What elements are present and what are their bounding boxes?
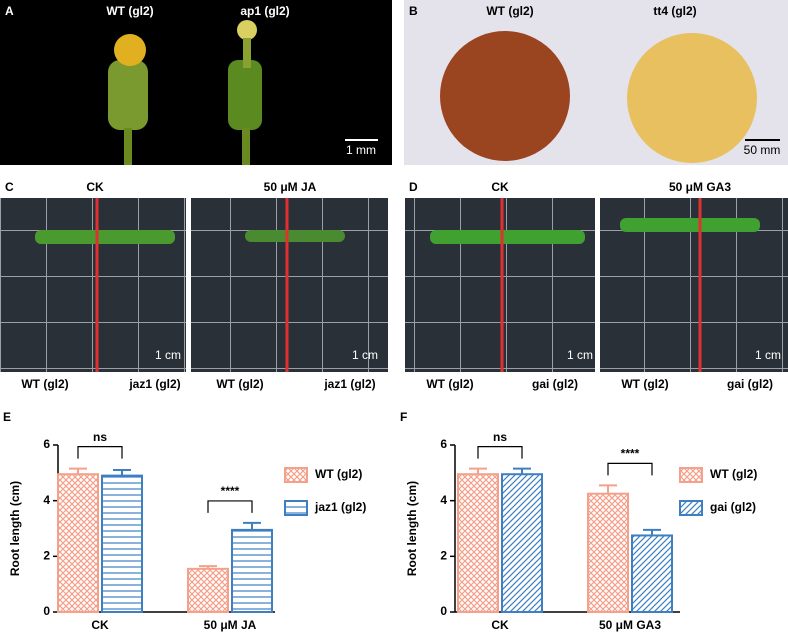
stem: [242, 128, 250, 165]
condition-label: 50 μM GA3: [669, 180, 731, 194]
photo-label: tt4 (gl2): [653, 4, 696, 18]
error-bar: [113, 469, 131, 476]
legend-swatch: [284, 500, 308, 516]
condition-label: CK: [491, 180, 509, 194]
significance-bracket: [77, 446, 123, 459]
genotype-label: gai (gl2): [532, 377, 578, 391]
bar: [231, 528, 273, 613]
error-bar: [69, 467, 87, 475]
legend-label: WT (gl2): [315, 467, 362, 481]
y-tick-label: 2: [440, 549, 447, 563]
genotype-label: WT (gl2): [426, 377, 473, 391]
scale-label: 1 cm: [755, 348, 781, 362]
x-tick-label: 50 μM JA: [204, 618, 257, 632]
panel-letter: D: [409, 180, 418, 194]
condition-label: 50 μM JA: [264, 180, 317, 194]
error-bar: [469, 467, 487, 475]
error-bar: [513, 467, 531, 475]
seedlings: [430, 230, 585, 244]
legend-swatch: [679, 467, 703, 483]
y-tick-label: 0: [43, 604, 50, 618]
condition-label: CK: [86, 180, 104, 194]
flower-top: [114, 34, 146, 66]
plate: [0, 198, 186, 372]
scale-label: 1 cm: [155, 348, 181, 362]
significance-bracket: [207, 500, 253, 513]
x-tick-label: CK: [91, 618, 109, 632]
y-axis-label: Root length (cm): [8, 481, 22, 576]
scale-label: 1 cm: [567, 348, 593, 362]
legend-label: jaz1 (gl2): [314, 500, 366, 514]
y-tick-label: 4: [440, 493, 447, 507]
genotype-label: jaz1 (gl2): [323, 377, 375, 391]
y-axis-label: Root length (cm): [405, 481, 419, 576]
bar: [187, 567, 229, 614]
flower: [228, 60, 262, 130]
scale-label: 50 mm: [744, 143, 781, 157]
seeds: [627, 33, 757, 163]
scale-label: 1 mm: [346, 143, 376, 157]
stem: [124, 128, 132, 165]
x-tick-label: 50 μM GA3: [599, 618, 661, 632]
y-tick-label: 2: [43, 549, 50, 563]
y-tick-label: 6: [43, 437, 50, 451]
significance-label: ns: [93, 430, 107, 444]
bar: [57, 473, 99, 613]
genotype-label: gai (gl2): [727, 377, 773, 391]
legend-label: WT (gl2): [710, 467, 757, 481]
photo-label: WT (gl2): [106, 4, 153, 18]
y-tick-label: 4: [43, 493, 50, 507]
seedlings: [245, 230, 345, 242]
bar: [501, 473, 543, 613]
seedlings: [35, 230, 175, 244]
legend-swatch: [679, 500, 703, 516]
error-bar: [599, 484, 617, 494]
bar: [101, 474, 143, 613]
error-bar: [243, 521, 261, 530]
photo-label: ap1 (gl2): [240, 4, 289, 18]
panel-letter: E: [3, 410, 11, 424]
significance-label: ns: [493, 430, 507, 444]
flower-top: [237, 20, 257, 40]
bar: [587, 492, 629, 614]
error-bar: [643, 528, 661, 536]
genotype-label: WT (gl2): [621, 377, 668, 391]
photo-label: WT (gl2): [486, 4, 533, 18]
bar: [457, 473, 499, 613]
pistil: [243, 38, 251, 68]
genotype-label: WT (gl2): [21, 377, 68, 391]
genotype-label: jaz1 (gl2): [128, 377, 180, 391]
error-bar: [199, 565, 217, 569]
seeds: [440, 31, 570, 161]
significance-label: ****: [221, 484, 240, 498]
panel-letter: C: [5, 180, 14, 194]
legend-swatch: [284, 467, 308, 483]
significance-bracket: [477, 446, 523, 459]
plate: [405, 198, 595, 372]
bar: [631, 534, 673, 613]
panel-letter: F: [400, 410, 407, 424]
y-tick-label: 6: [440, 437, 447, 451]
y-tick-label: 0: [440, 604, 447, 618]
legend-label: gai (gl2): [710, 500, 756, 514]
seedlings: [620, 218, 760, 232]
x-tick-label: CK: [491, 618, 509, 632]
scale-label: 1 cm: [352, 348, 378, 362]
significance-label: ****: [621, 447, 640, 461]
flower: [108, 60, 148, 130]
genotype-label: WT (gl2): [216, 377, 263, 391]
plate: [191, 198, 388, 372]
photo-a: [0, 0, 392, 165]
panel-letter: A: [5, 4, 14, 18]
significance-bracket: [607, 462, 653, 476]
panel-letter: B: [409, 4, 418, 18]
